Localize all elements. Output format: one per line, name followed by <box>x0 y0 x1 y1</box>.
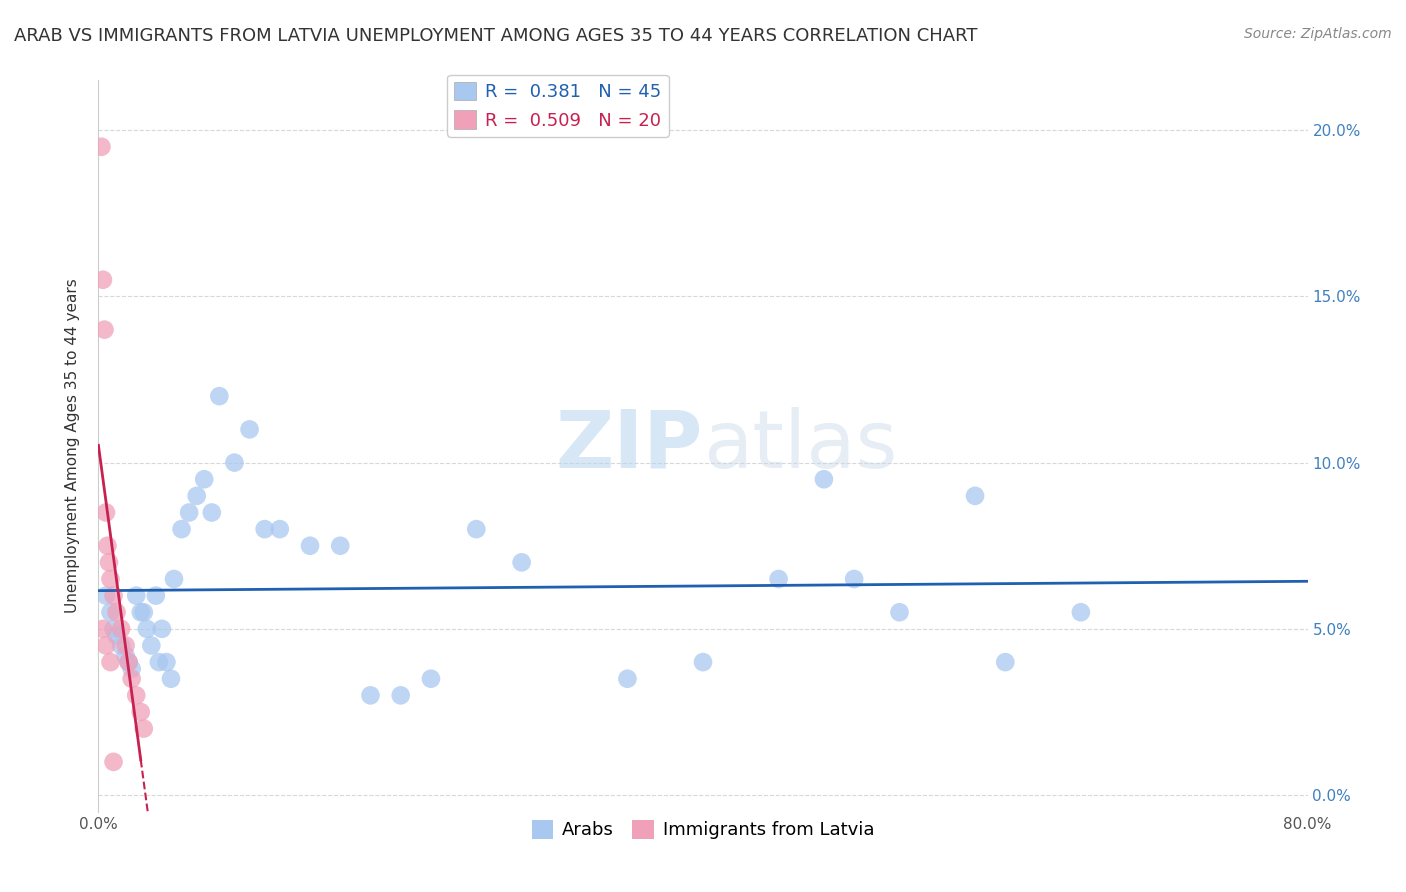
Point <box>844 572 866 586</box>
Point <box>208 389 231 403</box>
Point <box>135 622 157 636</box>
Point <box>100 572 122 586</box>
Point <box>193 472 215 486</box>
Text: Source: ZipAtlas.com: Source: ZipAtlas.com <box>1244 27 1392 41</box>
Point <box>105 605 128 619</box>
Point <box>145 589 167 603</box>
Point <box>224 456 246 470</box>
Point <box>96 539 118 553</box>
Text: atlas: atlas <box>703 407 897 485</box>
Point <box>141 639 163 653</box>
Point <box>269 522 291 536</box>
Point <box>114 648 136 663</box>
Point <box>616 672 638 686</box>
Point <box>160 672 183 686</box>
Point <box>329 539 352 553</box>
Point <box>91 622 114 636</box>
Point <box>129 605 152 619</box>
Point <box>103 755 125 769</box>
Point <box>103 589 125 603</box>
Point <box>201 506 224 520</box>
Point <box>132 722 155 736</box>
Point <box>94 639 117 653</box>
Point <box>100 655 122 669</box>
Point <box>360 689 382 703</box>
Point <box>125 589 148 603</box>
Point <box>994 655 1017 669</box>
Point <box>239 422 262 436</box>
Point <box>103 622 125 636</box>
Point <box>179 506 201 520</box>
Point <box>768 572 790 586</box>
Point <box>90 140 112 154</box>
Point <box>94 506 117 520</box>
Point <box>170 522 193 536</box>
Point <box>1070 605 1092 619</box>
Point <box>186 489 208 503</box>
Point <box>692 655 714 669</box>
Point <box>299 539 322 553</box>
Point <box>118 655 141 669</box>
Point <box>121 672 143 686</box>
Text: ZIP: ZIP <box>555 407 703 485</box>
Point <box>155 655 177 669</box>
Point <box>118 655 141 669</box>
Legend: Arabs, Immigrants from Latvia: Arabs, Immigrants from Latvia <box>524 813 882 847</box>
Point <box>129 705 152 719</box>
Point <box>813 472 835 486</box>
Text: ARAB VS IMMIGRANTS FROM LATVIA UNEMPLOYMENT AMONG AGES 35 TO 44 YEARS CORRELATIO: ARAB VS IMMIGRANTS FROM LATVIA UNEMPLOYM… <box>14 27 977 45</box>
Point <box>510 555 533 569</box>
Point <box>98 555 121 569</box>
Point <box>150 622 173 636</box>
Point <box>94 589 117 603</box>
Point <box>110 639 132 653</box>
Point <box>132 605 155 619</box>
Point <box>148 655 170 669</box>
Point <box>105 628 128 642</box>
Point <box>100 605 122 619</box>
Point <box>889 605 911 619</box>
Point <box>93 323 115 337</box>
Point <box>465 522 488 536</box>
Point <box>121 662 143 676</box>
Point <box>114 639 136 653</box>
Point <box>91 273 114 287</box>
Point <box>420 672 443 686</box>
Point <box>110 622 132 636</box>
Point <box>253 522 276 536</box>
Point <box>965 489 987 503</box>
Point <box>389 689 412 703</box>
Point <box>163 572 186 586</box>
Y-axis label: Unemployment Among Ages 35 to 44 years: Unemployment Among Ages 35 to 44 years <box>65 278 80 614</box>
Point <box>125 689 148 703</box>
